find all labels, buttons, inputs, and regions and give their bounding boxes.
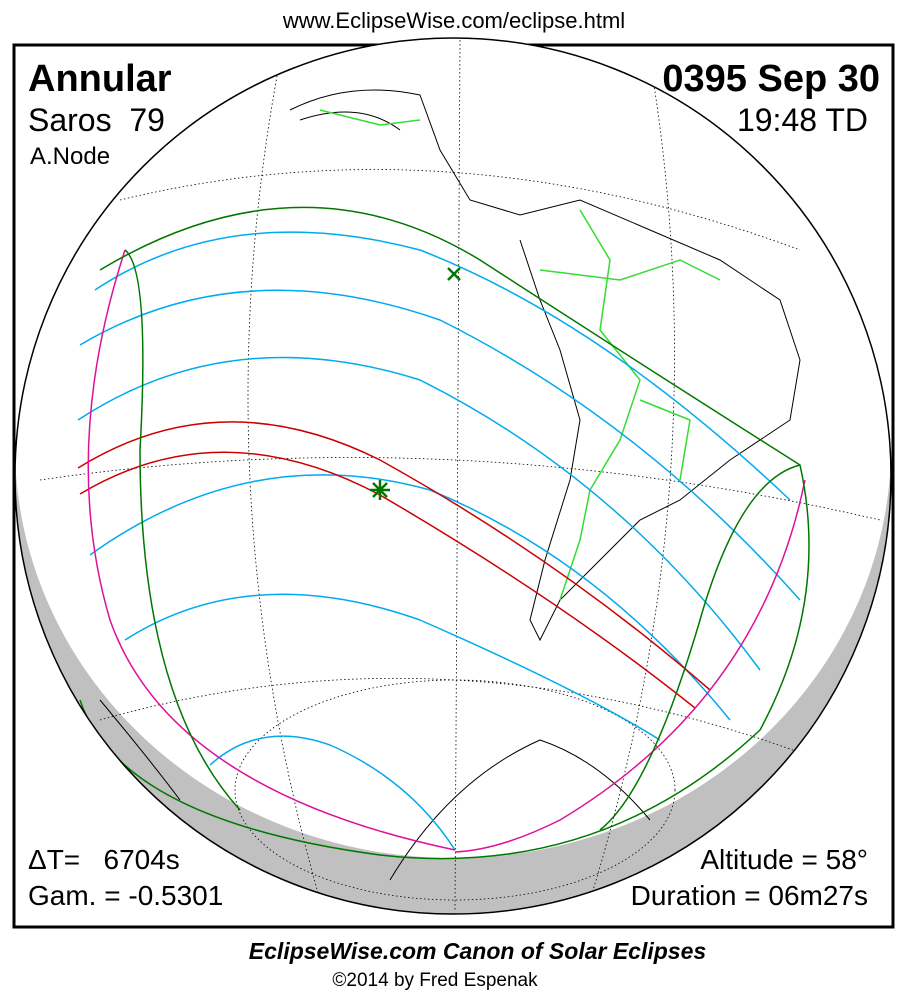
duration: Duration = 06m27s — [630, 880, 868, 911]
date: 0395 Sep 30 — [662, 58, 880, 100]
time: 19:48 TD — [736, 102, 868, 138]
globe-limb — [14, 37, 892, 915]
graticule — [39, 39, 881, 911]
limit-lines — [87, 249, 806, 853]
credit: ©2014 by Fred Espenak — [332, 970, 538, 991]
url: www.EclipseWise.com/eclipse.html — [282, 8, 626, 33]
borders — [319, 109, 721, 601]
globe — [15, 38, 891, 914]
delta-t: ΔT= 6704s — [28, 844, 180, 875]
eclipse-type: Annular — [28, 58, 172, 100]
saros: Saros 79 — [28, 102, 165, 138]
magnitude-lines — [77, 231, 801, 851]
penumbra-limits — [79, 206, 810, 860]
gamma: Gam. = -0.5301 — [28, 880, 224, 911]
footer-title: EclipseWise.com Canon of Solar Eclipses — [248, 938, 707, 964]
node: A.Node — [30, 143, 111, 170]
max-eclipse — [370, 267, 461, 500]
altitude: Altitude = 58° — [700, 844, 868, 875]
